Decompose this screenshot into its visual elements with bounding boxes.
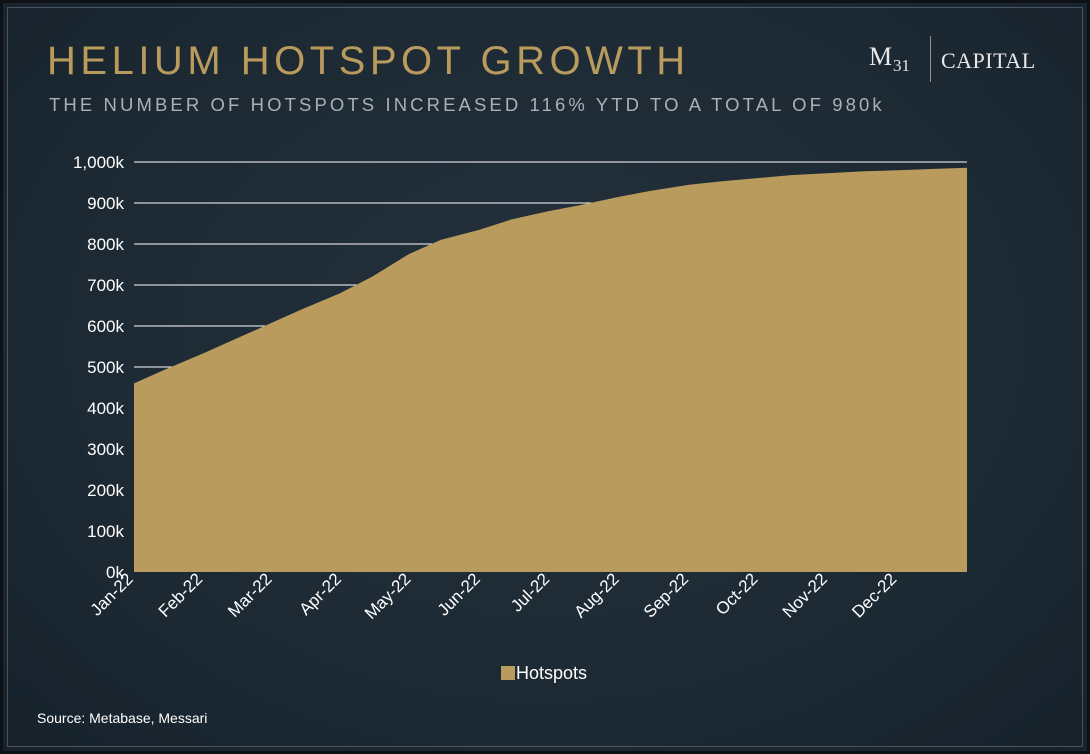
- hotspot-area-chart: 0k 100k 200k 300k 400k 500k 600k 700k 800k 900k 1,…: [73, 153, 967, 623]
- hotspots-area: [134, 167, 967, 572]
- chart-title: HELIUM HOTSPOT GROWTH: [47, 39, 690, 83]
- x-axis-ticks: Jan-22 Feb-22 Mar-22 Apr-22 May-22 Jun-22 Jul-…: [87, 569, 901, 623]
- area-series: [134, 167, 967, 572]
- chart-subtitle: THE NUMBER OF HOTSPOTS INCREASED 116% YT…: [49, 94, 885, 115]
- x-tick-label: Nov-22: [779, 569, 831, 621]
- y-tick-label: 200k: [87, 481, 124, 500]
- legend-swatch: [501, 666, 515, 680]
- y-tick-label: 700k: [87, 276, 124, 295]
- x-tick-label: Dec-22: [848, 569, 900, 621]
- y-axis-ticks: 0k 100k 200k 300k 400k 500k 600k 700k 800k 900k 1,…: [73, 153, 125, 582]
- x-tick-label: Jun-22: [434, 569, 484, 619]
- y-tick-label: 900k: [87, 194, 124, 213]
- logo-divider: [930, 36, 931, 82]
- x-tick-label: May-22: [361, 569, 415, 623]
- x-tick-label: Mar-22: [224, 569, 276, 621]
- x-tick-label: Jul-22: [507, 569, 553, 615]
- logo-subscript: 31: [893, 56, 910, 75]
- y-tick-label: 600k: [87, 317, 124, 336]
- y-tick-label: 100k: [87, 522, 124, 541]
- x-tick-label: Feb-22: [155, 569, 207, 621]
- company-logo: M 31 CAPITAL: [869, 36, 1059, 84]
- y-tick-label: 300k: [87, 440, 124, 459]
- x-tick-label: Oct-22: [712, 569, 762, 619]
- y-tick-label: 1,000k: [73, 153, 125, 172]
- y-tick-label: 0k: [106, 563, 124, 582]
- x-tick-label: Apr-22: [296, 569, 346, 619]
- x-tick-label: Sep-22: [640, 569, 692, 621]
- y-tick-label: 800k: [87, 235, 124, 254]
- x-tick-label: Aug-22: [571, 569, 623, 621]
- logo-mark: M: [869, 42, 893, 71]
- logo-wordmark: CAPITAL: [941, 48, 1036, 73]
- legend-label: Hotspots: [516, 663, 588, 683]
- source-note: Source: Metabase, Messari: [37, 710, 208, 726]
- y-tick-label: 400k: [87, 399, 124, 418]
- y-tick-label: 500k: [87, 358, 124, 377]
